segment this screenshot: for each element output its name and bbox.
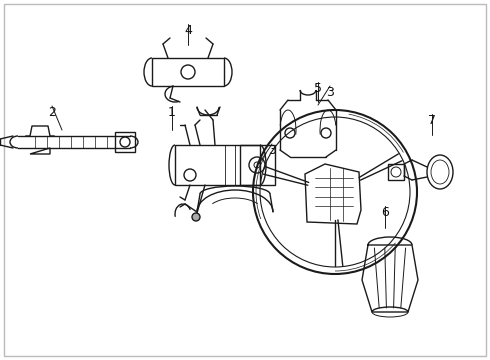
Text: 3: 3 xyxy=(268,144,276,157)
Circle shape xyxy=(192,213,200,221)
Text: 7: 7 xyxy=(428,113,436,126)
Circle shape xyxy=(254,162,260,168)
Text: 6: 6 xyxy=(381,206,389,219)
Text: 1: 1 xyxy=(168,105,176,118)
Text: 5: 5 xyxy=(314,81,322,95)
Text: 3: 3 xyxy=(326,86,334,99)
Text: 4: 4 xyxy=(184,23,192,36)
Text: 2: 2 xyxy=(48,105,56,118)
